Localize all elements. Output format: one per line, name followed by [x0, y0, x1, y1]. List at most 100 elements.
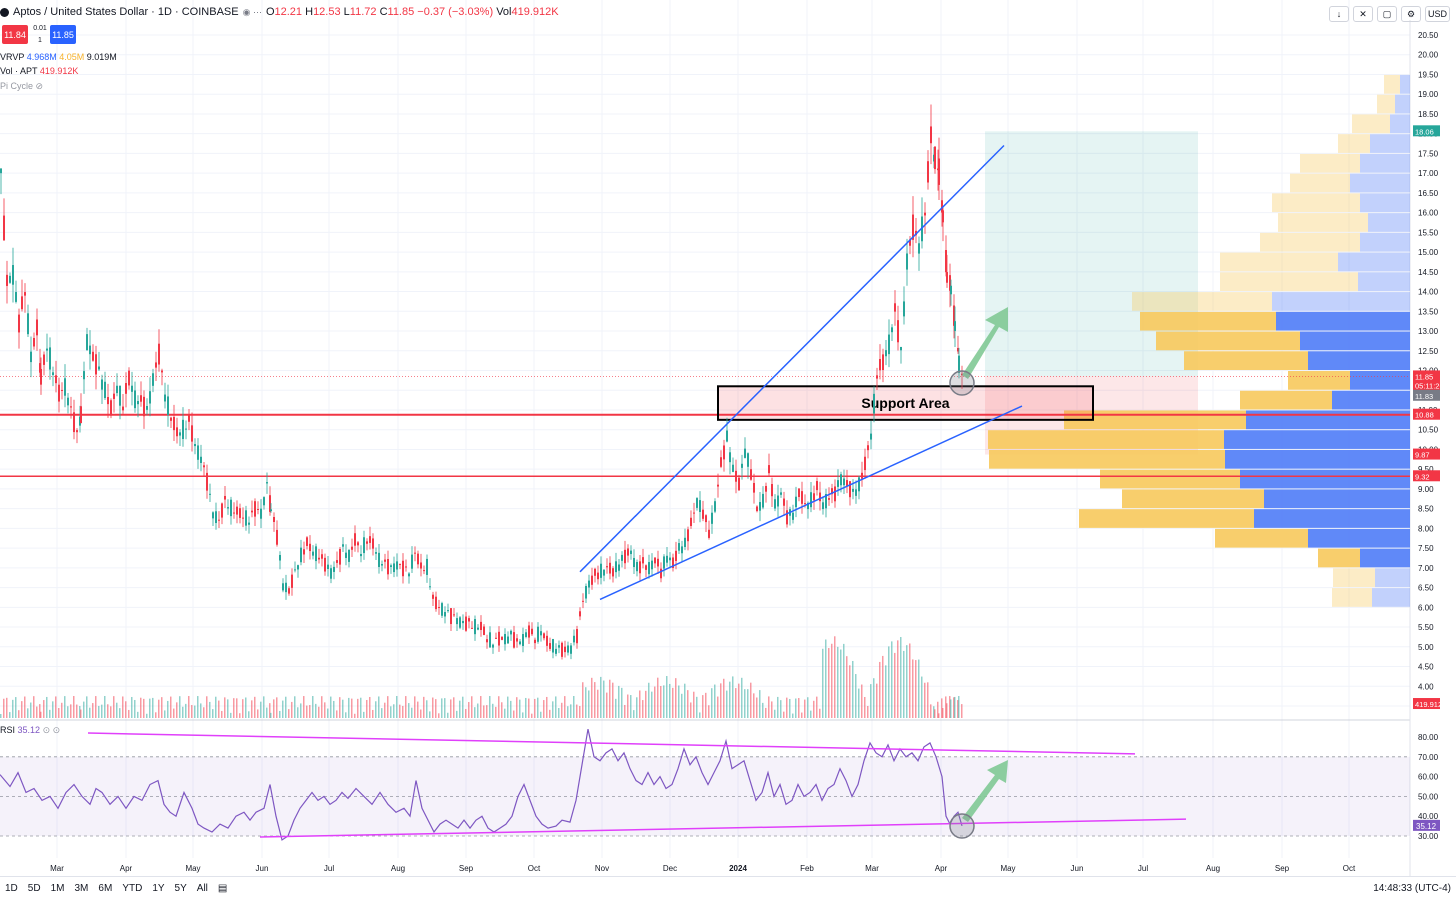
maximize-icon[interactable]: ▢ [1376, 6, 1397, 22]
candle-body [339, 549, 341, 565]
candle-body [309, 543, 311, 552]
candle-body [531, 628, 533, 635]
volume-bar [70, 704, 72, 718]
volume-bar [930, 704, 932, 718]
price-tick-label: 4.50 [1418, 663, 1434, 672]
volume-bar [600, 676, 602, 718]
date-range-icon[interactable]: ▤ [217, 882, 228, 894]
tf-1d[interactable]: 1D [5, 882, 18, 894]
currency-select[interactable]: USD [1424, 6, 1450, 22]
tf-1m[interactable]: 1M [50, 882, 65, 894]
candle-body [897, 320, 899, 343]
buy-button[interactable]: 11.85 [50, 25, 76, 44]
tf-1y[interactable]: 1Y [152, 882, 165, 894]
candle-body [525, 632, 527, 637]
rsi-legend[interactable]: RSI 35.12 ⊙ ⊙ [0, 725, 61, 735]
pi-cycle-legend[interactable]: Pi Cycle ⊘ [0, 81, 44, 91]
time-axis-label: Apr [935, 864, 948, 873]
volume-bar [867, 705, 869, 718]
volume-profile-up-bar [1240, 469, 1410, 489]
volume-bar [678, 685, 680, 718]
arrow-down-icon[interactable]: ↓ [1328, 6, 1349, 22]
time-axis-label: Jun [256, 864, 269, 873]
vrvp-legend[interactable]: VRVP 4.968M 4.05M 9.019M [0, 52, 117, 62]
volume-bar [146, 713, 148, 718]
volume-bar [810, 710, 812, 718]
volume-legend[interactable]: Vol · APT 419.912K [0, 66, 79, 76]
volume-bar [345, 712, 347, 718]
candle-body [864, 456, 866, 471]
candle-body [927, 161, 929, 183]
candle-body [197, 445, 199, 460]
time-axis-label: Jul [1138, 864, 1148, 873]
candle-body [321, 554, 323, 559]
eye-icon[interactable]: ◉ ⋯ [242, 6, 262, 17]
volume-bar [780, 700, 782, 718]
volume-bar [167, 700, 169, 718]
sell-button[interactable]: 11.84 [2, 25, 28, 44]
volume-profile-up-bar [1390, 114, 1410, 134]
tf-all[interactable]: All [196, 882, 208, 894]
volume-bar [158, 699, 160, 718]
volume-bar [444, 698, 446, 718]
close-icon[interactable]: ✕ [1352, 6, 1373, 22]
volume-bar [164, 710, 166, 718]
price-tick-label: 14.50 [1418, 268, 1439, 277]
price-axis-badge [1413, 448, 1440, 460]
candle-body [182, 419, 184, 440]
tf-5y[interactable]: 5Y [174, 882, 187, 894]
volume-bar [792, 713, 794, 718]
settings-icon[interactable]: ⚙ [1400, 6, 1421, 22]
volume-bar [122, 696, 124, 718]
candle-body [92, 351, 94, 361]
candle-body [672, 557, 674, 568]
volume-bar [549, 709, 551, 718]
volume-bar [52, 701, 54, 718]
clock[interactable]: 14:48:33 (UTC-4) [1373, 882, 1451, 894]
candle-body [140, 395, 142, 402]
tf-6m[interactable]: 6M [98, 882, 113, 894]
rsi-trendline [87, 732, 1136, 755]
volume-profile-down-bar [1272, 193, 1360, 213]
volume-bar [483, 705, 485, 718]
volume-profile-up-bar [1372, 588, 1410, 607]
price-tick-label: 19.00 [1418, 90, 1439, 99]
candle-body [600, 563, 602, 578]
hidden-eye-icon[interactable]: ⊘ [35, 81, 44, 91]
volume-bar [642, 700, 644, 718]
volume-bar [531, 713, 533, 718]
time-axis-label: Feb [800, 864, 814, 873]
volume-bar [83, 701, 85, 718]
volume-bar [918, 659, 920, 718]
volume-bar [33, 696, 35, 718]
top-right-controls: ↓ ✕ ▢ ⚙ USD [1328, 6, 1450, 22]
tf-ytd[interactable]: YTD [122, 882, 143, 894]
support-area-box [717, 385, 1094, 421]
candle-body [834, 486, 836, 502]
rsi-axis-badge-label: 35.12 [1416, 822, 1437, 831]
candle-body [735, 470, 737, 482]
rsi-tick-label: 70.00 [1418, 753, 1439, 762]
volume-profile-down-bar [1377, 94, 1395, 114]
candle-body [176, 427, 178, 437]
candle-body [30, 351, 32, 363]
volume-bar [816, 696, 818, 718]
candle-body [465, 616, 467, 631]
volume-bar [92, 703, 94, 718]
candle-body [200, 456, 202, 463]
candle-body [384, 559, 386, 562]
volume-bar [459, 700, 461, 718]
tf-3m[interactable]: 3M [74, 882, 89, 894]
volume-bar [21, 701, 23, 718]
volume-bar [696, 696, 698, 718]
symbol-title[interactable]: Aptos / United States Dollar · 1D · COIN… [13, 6, 239, 18]
volume-bar [495, 706, 497, 718]
tf-5d[interactable]: 5D [27, 882, 41, 894]
candle-body [393, 563, 395, 573]
candle-body [444, 612, 446, 617]
candle-body [366, 541, 368, 544]
volume-bar [786, 697, 788, 718]
volume-bar [450, 699, 452, 718]
